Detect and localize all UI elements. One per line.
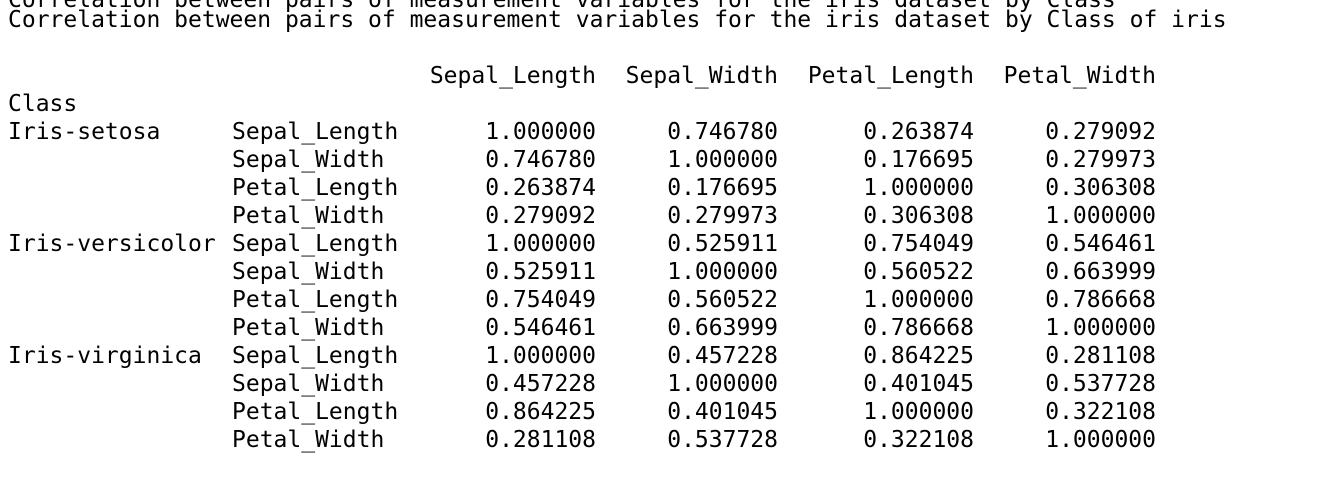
correlation-value: 0.786668 [1045,287,1156,313]
correlation-value: 0.279973 [1045,147,1156,173]
correlation-value: 0.537728 [667,427,778,453]
correlation-value: 0.560522 [667,287,778,313]
column-header: Sepal_Length [429,63,596,89]
correlation-value: 1.000000 [863,175,974,201]
correlation-value: 1.000000 [1045,427,1156,453]
correlation-value: 1.000000 [485,231,596,257]
correlation-value: 0.281108 [485,427,596,453]
correlation-value: 0.306308 [1045,175,1156,201]
row-label: Sepal_Width [232,259,385,285]
class-label: Iris-versicolor [8,231,216,257]
correlation-value: 1.000000 [1045,315,1156,341]
row-label: Sepal_Width [232,147,385,173]
correlation-value: 0.537728 [1045,371,1156,397]
correlation-value: 1.000000 [485,343,596,369]
correlation-value: 1.000000 [1045,203,1156,229]
correlation-value: 0.279973 [667,203,778,229]
correlation-value: 0.663999 [667,315,778,341]
correlation-value: 0.546461 [1045,231,1156,257]
column-header: Petal_Length [807,63,974,89]
correlation-value: 0.322108 [1045,399,1156,425]
row-label: Petal_Width [232,203,385,229]
row-label: Sepal_Length [232,343,399,369]
correlation-value: 1.000000 [863,399,974,425]
correlation-value: 0.663999 [1045,259,1156,285]
row-label: Petal_Width [232,427,385,453]
correlation-value: 1.000000 [485,119,596,145]
column-header: Petal_Width [1003,63,1156,89]
correlation-value: 0.263874 [485,175,596,201]
correlation-value: 1.000000 [863,287,974,313]
row-label: Sepal_Width [232,371,385,397]
correlation-value: 0.754049 [863,231,974,257]
correlation-value: 0.560522 [863,259,974,285]
index-name: Class [8,91,78,117]
correlation-value: 0.754049 [485,287,596,313]
correlation-value: 0.746780 [667,119,778,145]
correlation-value: 0.786668 [863,315,974,341]
class-label: Iris-setosa [8,119,161,145]
correlation-value: 0.864225 [485,399,596,425]
correlation-value: 0.525911 [485,259,596,285]
column-header: Sepal_Width [625,63,778,89]
correlation-value: 0.401045 [863,371,974,397]
correlation-value: 0.401045 [667,399,778,425]
table-title: Correlation between pairs of measurement… [8,7,1227,33]
correlation-value: 0.281108 [1045,343,1156,369]
correlation-value: 0.176695 [863,147,974,173]
correlation-value: 0.176695 [667,175,778,201]
correlation-value: 1.000000 [667,259,778,285]
correlation-value: 0.746780 [485,147,596,173]
row-label: Petal_Length [232,287,399,313]
row-label: Petal_Width [232,315,385,341]
class-label: Iris-virginica [8,343,202,369]
row-label: Petal_Length [232,175,399,201]
correlation-value: 0.457228 [667,343,778,369]
row-label: Petal_Length [232,399,399,425]
row-label: Sepal_Length [232,119,399,145]
correlation-value: 0.457228 [485,371,596,397]
correlation-value: 0.864225 [863,343,974,369]
correlation-value: 0.546461 [485,315,596,341]
correlation-value: 0.279092 [485,203,596,229]
correlation-value: 0.525911 [667,231,778,257]
correlation-value: 0.279092 [1045,119,1156,145]
correlation-value: 1.000000 [667,371,778,397]
correlation-value: 0.263874 [863,119,974,145]
correlation-value: 0.306308 [863,203,974,229]
correlation-value: 0.322108 [863,427,974,453]
cut-off-previous-line: Correlation between pairs of measurement… [8,0,1116,13]
correlation-value: 1.000000 [667,147,778,173]
row-label: Sepal_Length [232,231,399,257]
